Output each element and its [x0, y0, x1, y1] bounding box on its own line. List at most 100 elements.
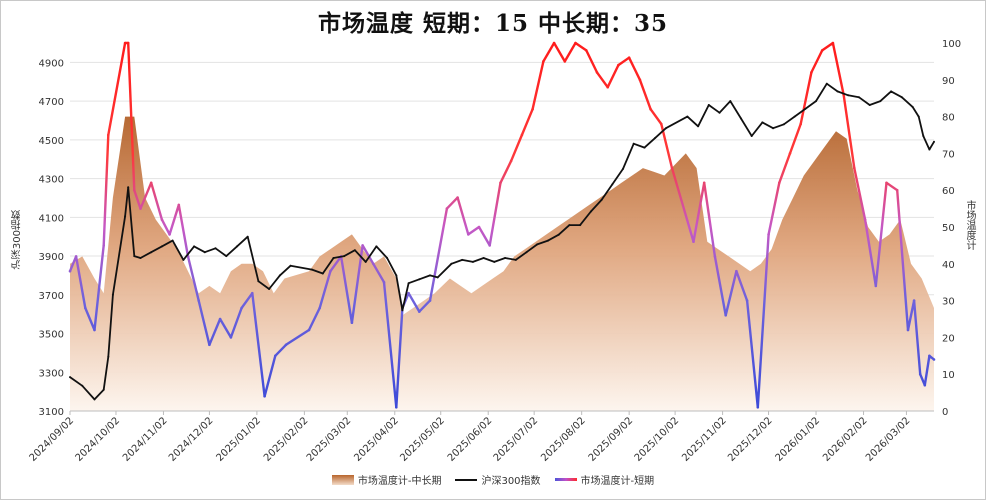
short-term-point — [208, 343, 211, 347]
x-tick-label: 2025/06/02 — [446, 415, 495, 464]
x-tick-label: 2024/09/02 — [28, 415, 77, 464]
legend-swatch-long — [331, 474, 354, 485]
short-term-point — [874, 284, 878, 288]
index-point — [407, 282, 410, 285]
index-point — [268, 288, 271, 290]
index-point — [504, 257, 507, 259]
short-term-point — [542, 60, 545, 63]
index-point — [933, 140, 935, 143]
short-term-point — [361, 244, 364, 247]
short-term-point — [274, 354, 277, 358]
legend-item-index: 沪深300指数 — [455, 472, 541, 487]
index-point — [418, 278, 421, 281]
left-tick-label: 4700 — [39, 97, 64, 108]
index-point — [847, 94, 850, 97]
right-tick-label: 30 — [942, 297, 955, 308]
x-tick-label: 2025/03/02 — [305, 415, 354, 464]
short-term-point — [284, 343, 288, 347]
short-term-point — [407, 291, 410, 295]
left-tick-label: 4300 — [39, 175, 64, 186]
short-term-point — [778, 181, 781, 185]
left-tick-label: 3300 — [39, 368, 64, 379]
legend-item-short: 市场温度计-短期 — [554, 472, 654, 487]
index-point — [815, 100, 817, 103]
short-term-point — [428, 299, 432, 302]
short-term-point — [563, 60, 567, 63]
index-point — [171, 239, 174, 242]
index-point — [890, 90, 893, 93]
index-point — [547, 239, 549, 242]
index-point — [611, 183, 614, 186]
short-term-point — [395, 406, 398, 409]
right-tick-label: 50 — [942, 223, 955, 234]
short-term-point — [810, 71, 813, 74]
index-point — [127, 186, 130, 189]
index-point — [160, 245, 163, 248]
right-tick-label: 70 — [942, 149, 955, 160]
short-term-point — [928, 354, 931, 358]
left-tick-label: 3500 — [39, 330, 64, 341]
index-point — [482, 257, 485, 259]
short-term-point — [788, 152, 792, 155]
index-point — [395, 274, 398, 277]
short-term-point — [767, 233, 770, 236]
index-point — [697, 125, 700, 128]
x-tick-label: 2025/05/02 — [398, 415, 447, 464]
index-point — [579, 224, 582, 227]
short-term-point — [68, 269, 72, 273]
index-point — [450, 262, 453, 265]
short-term-point — [595, 71, 599, 74]
short-term-point — [488, 244, 492, 247]
index-point — [332, 257, 335, 259]
x-tick-label: 2025/09/02 — [587, 415, 636, 464]
short-term-point — [382, 280, 386, 284]
index-point — [664, 127, 667, 130]
short-term-point — [350, 321, 354, 325]
x-tick-label: 2024/10/02 — [74, 415, 123, 464]
left-tick-label: 4100 — [39, 213, 64, 224]
right-axis-title: 市场温度计 — [964, 200, 975, 250]
index-point — [133, 255, 136, 258]
index-point — [214, 247, 217, 250]
index-point — [436, 276, 439, 279]
legend-label-long: 市场温度计-中长期 — [357, 476, 442, 487]
index-point — [150, 251, 153, 254]
right-tick-label: 90 — [942, 76, 955, 87]
short-term-point — [617, 63, 620, 67]
index-point — [321, 272, 324, 275]
x-tick-label: 2025/04/02 — [352, 415, 401, 464]
x-tick-label: 2024/11/02 — [121, 415, 170, 464]
short-term-point — [418, 310, 421, 313]
short-term-point — [638, 78, 642, 82]
index-point — [772, 127, 775, 130]
short-term-point — [702, 181, 706, 185]
index-point — [643, 146, 646, 149]
short-term-point — [160, 218, 164, 221]
index-point — [236, 245, 238, 248]
right-tick-label: 100 — [942, 39, 961, 50]
index-point — [568, 224, 571, 227]
index-point — [81, 384, 84, 387]
index-point — [401, 309, 404, 312]
short-term-point — [509, 159, 513, 163]
x-tick-label: 2026/02/02 — [821, 415, 870, 464]
short-term-point — [520, 133, 524, 137]
index-point — [729, 100, 732, 103]
short-term-point — [853, 166, 856, 170]
short-term-point — [918, 372, 922, 376]
short-term-point — [735, 269, 738, 273]
short-term-point — [477, 225, 481, 229]
short-term-point — [177, 203, 181, 207]
left-tick-label: 3700 — [39, 291, 64, 302]
short-term-point — [649, 107, 652, 111]
long-term-area — [70, 116, 934, 411]
short-term-point — [863, 218, 867, 221]
short-term-point — [585, 49, 588, 52]
short-term-point — [660, 122, 663, 126]
index-point — [69, 376, 71, 379]
short-term-point — [123, 41, 127, 45]
short-term-point — [885, 181, 888, 185]
short-term-point — [627, 56, 631, 59]
right-tick-label: 40 — [942, 260, 955, 271]
short-term-point — [372, 262, 375, 266]
